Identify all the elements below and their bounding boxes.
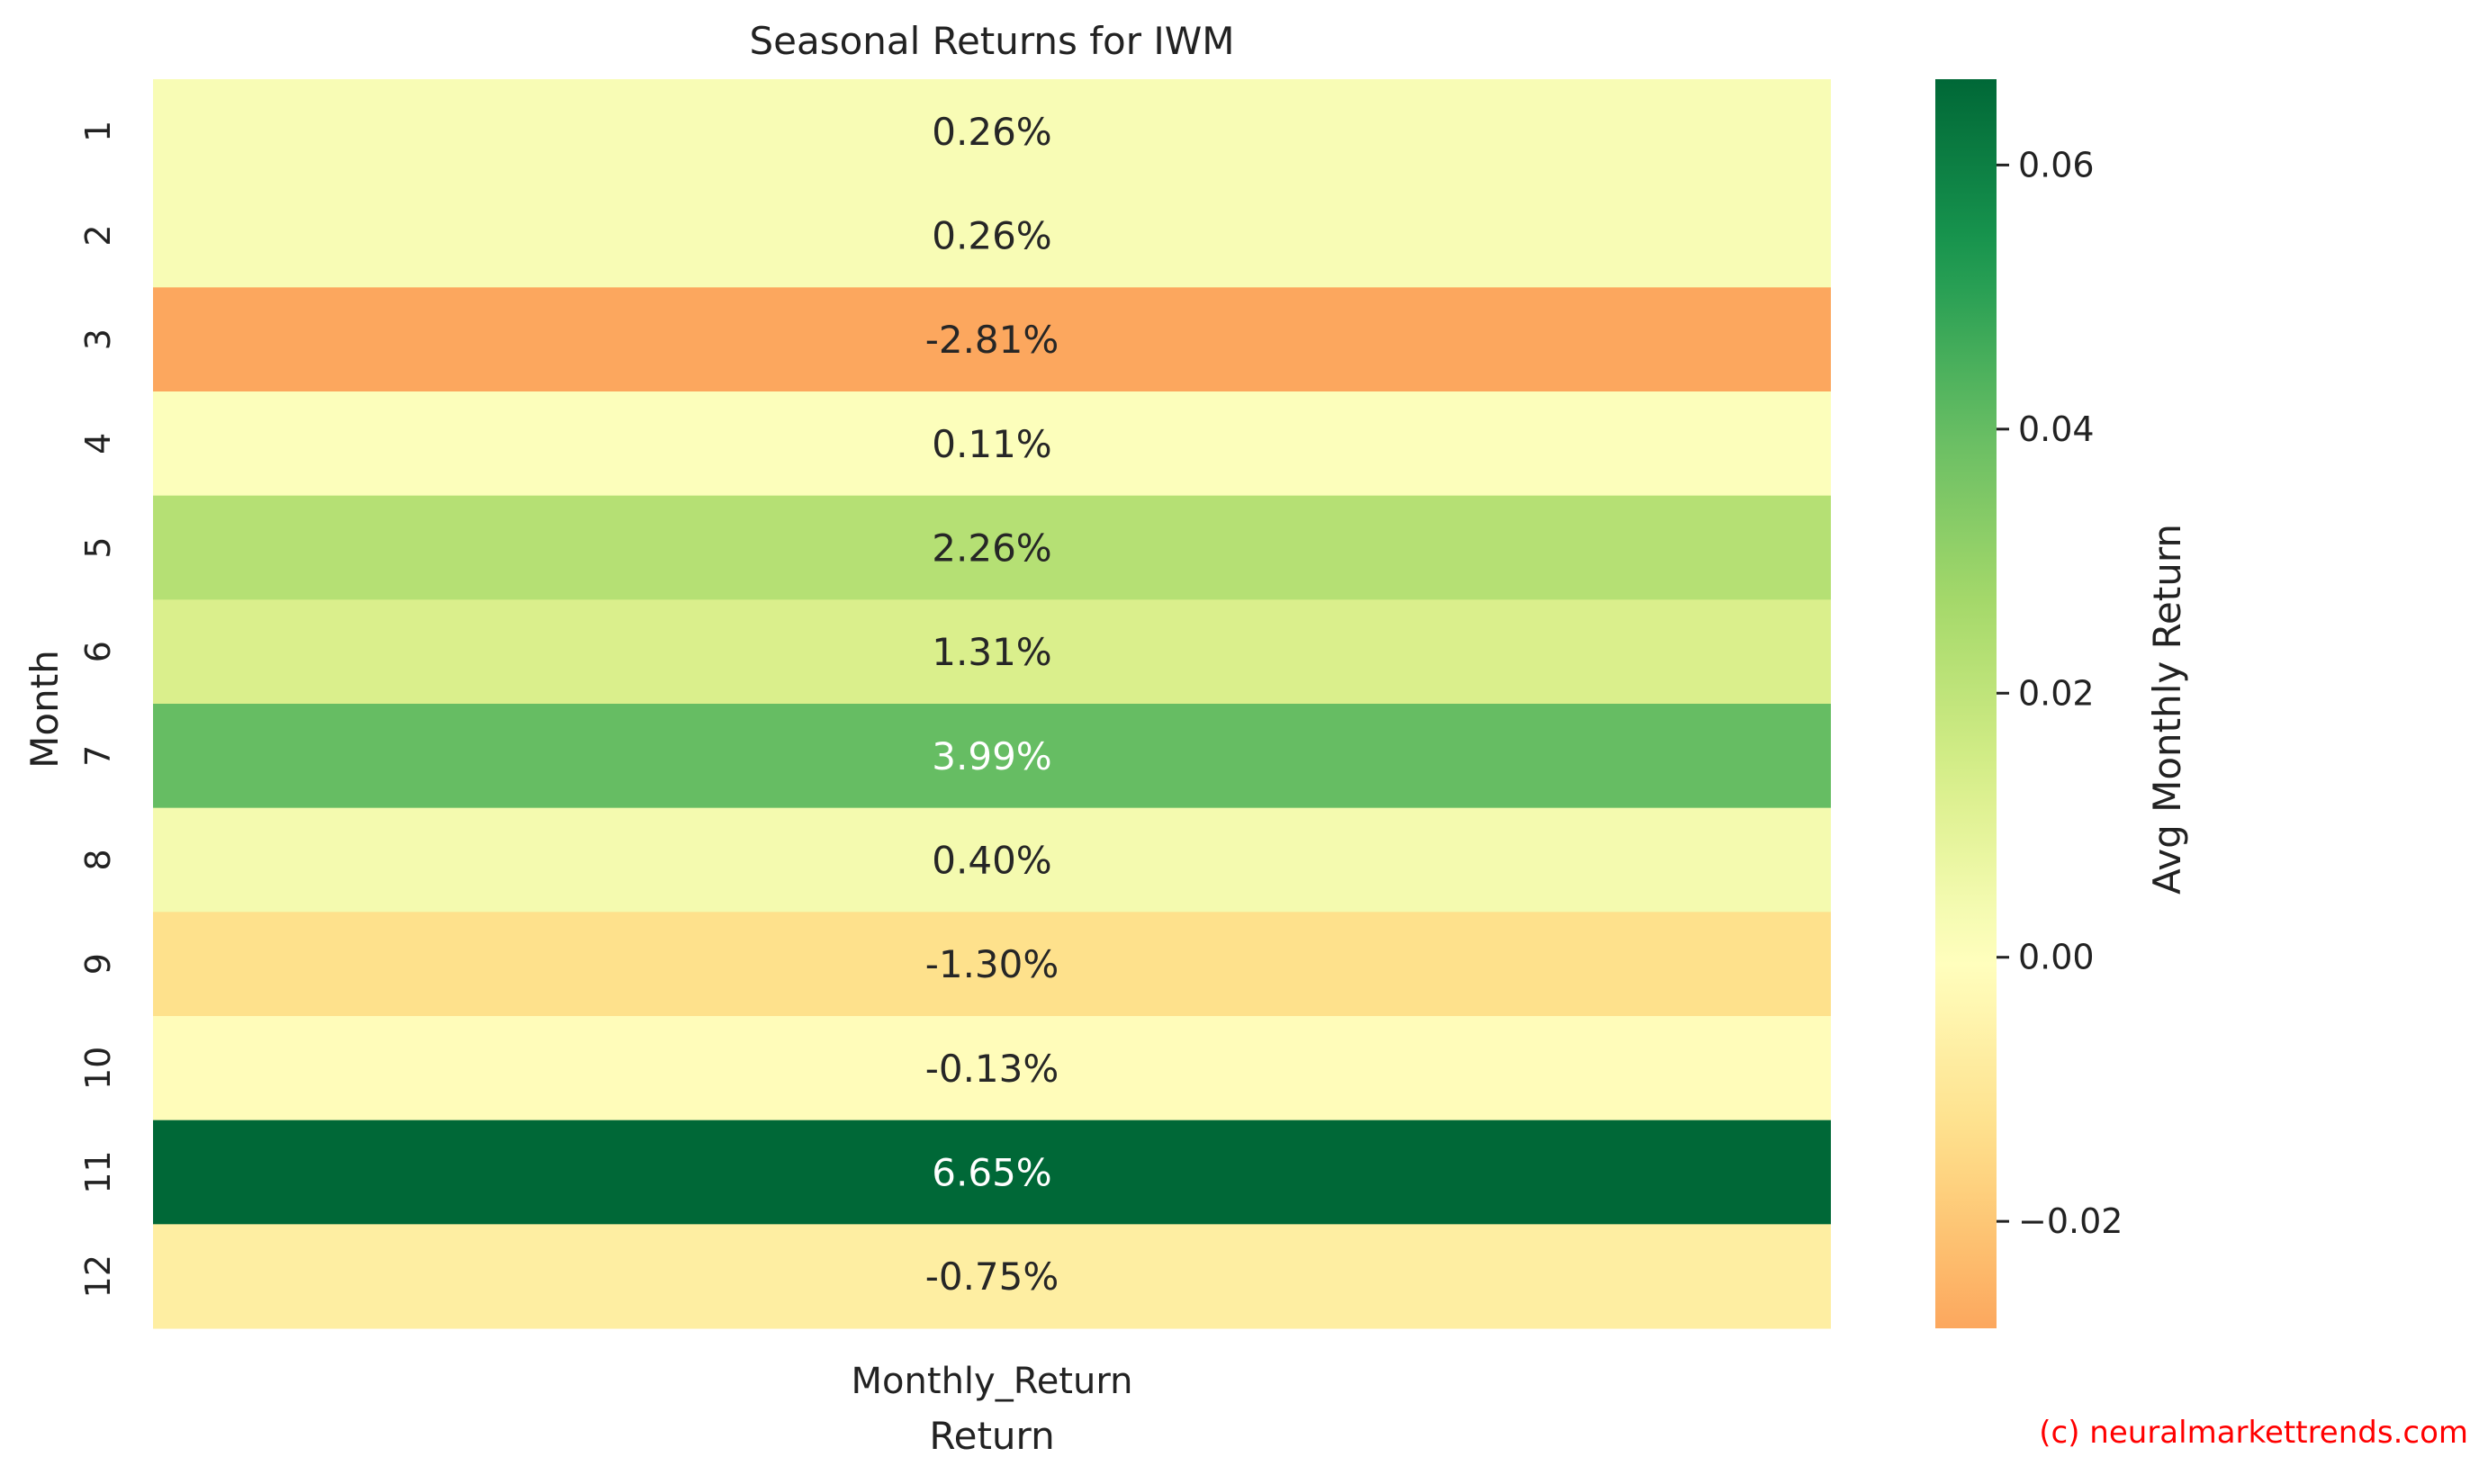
heatmap-cell-month-12: [153, 1224, 1831, 1329]
colorbar-tick-label: −0.02: [2018, 1201, 2123, 1241]
cell-value-label: -0.75%: [925, 1255, 1059, 1299]
row-tick-label: 4: [78, 433, 118, 454]
colorbar-tick-label: 0.00: [2018, 938, 2095, 977]
column-tick-label: Monthly_Return: [852, 1361, 1133, 1402]
cell-value-label: 1.31%: [932, 630, 1051, 674]
row-tick-label: 9: [78, 953, 118, 975]
cell-value-label: 0.26%: [932, 110, 1051, 154]
row-tick-label: 5: [78, 536, 118, 558]
row-tick-label: 3: [78, 328, 118, 350]
colorbar-label: Avg Monthly Return: [2145, 524, 2189, 895]
heatmap-cell-month-11: [153, 1120, 1831, 1225]
colorbar-tick-label: 0.04: [2018, 409, 2095, 449]
watermark-text: (c) neuralmarkettrends.com: [2039, 1415, 2468, 1451]
row-tick-label: 12: [78, 1255, 118, 1298]
cell-value-label: 0.40%: [932, 839, 1051, 883]
heatmap-cell-month-9: [153, 912, 1831, 1017]
heatmap-cell-labels: 0.26% 0.26% -2.81% 0.11% 2.26% 1.31% 3.99% 0.40…: [925, 110, 1059, 1299]
row-tick-label: 2: [78, 224, 118, 246]
cell-value-label: 3.99%: [932, 734, 1051, 778]
colorbar-tick-label: 0.06: [2018, 145, 2095, 184]
row-tick-label: 1: [78, 121, 118, 142]
colorbar-ticks: 0.06 0.04 0.02 0.00 −0.02: [1997, 145, 2123, 1241]
cell-value-label: -1.30%: [925, 942, 1059, 986]
chart-title: Seasonal Returns for IWM: [749, 19, 1234, 63]
heatmap-cell-month-4: [153, 391, 1831, 497]
row-tick-label: 8: [78, 849, 118, 870]
heatmap-cell-month-5: [153, 495, 1831, 600]
cell-value-label: 0.26%: [932, 214, 1051, 258]
cell-value-label: -2.81%: [925, 318, 1059, 362]
heatmap-cell-month-1: [153, 79, 1831, 184]
cell-value-label: -0.13%: [925, 1047, 1059, 1091]
cell-value-label: 0.11%: [932, 422, 1051, 466]
cell-value-label: 2.26%: [932, 526, 1051, 571]
heatmap-cell-month-3: [153, 287, 1831, 392]
cell-value-label: 6.65%: [932, 1151, 1051, 1195]
heatmap-cell-month-10: [153, 1016, 1831, 1121]
heatmap-cell-month-8: [153, 807, 1831, 913]
heatmap-cell-month-2: [153, 183, 1831, 288]
x-axis-label: Return: [929, 1414, 1054, 1458]
heatmap-cells: [153, 79, 1831, 1329]
colorbar: [1935, 79, 1997, 1328]
row-tick-label: 11: [78, 1150, 118, 1193]
y-axis-label: Month: [23, 650, 67, 769]
heatmap-cell-month-6: [153, 599, 1831, 705]
heatmap-cell-month-7: [153, 704, 1831, 809]
row-tick-label: 7: [78, 745, 118, 767]
row-tick-label: 10: [78, 1047, 118, 1090]
colorbar-tick-label: 0.02: [2018, 673, 2095, 713]
row-tick-label: 6: [78, 641, 118, 662]
